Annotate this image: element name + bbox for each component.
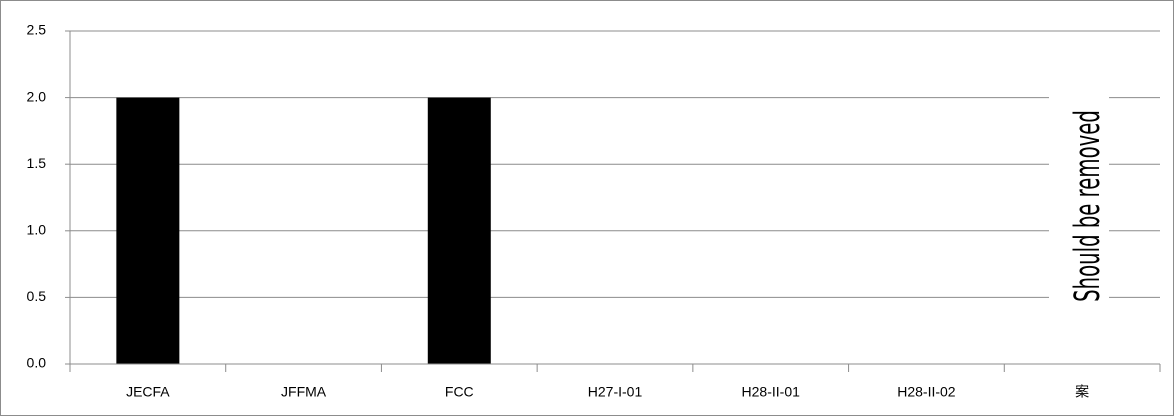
x-axis-ticks: JECFA JFFMA FCC H27-I-01 H28-II-01 H28-II-02 案 — [69, 364, 1161, 400]
y-tick-label: 1.5 — [27, 155, 47, 171]
annotation-should-be-removed: Should be removed — [1067, 110, 1108, 302]
x-tick-label: H28-II-01 — [742, 384, 801, 400]
y-tick-label: 0.0 — [27, 355, 47, 371]
x-tick-label: H27-I-01 — [588, 384, 643, 400]
y-tick-label: 2.5 — [27, 22, 47, 38]
annotation-background — [1049, 81, 1109, 331]
y-tick-label: 1.0 — [27, 222, 47, 238]
x-tick-label: JECFA — [126, 384, 170, 400]
x-tick-label: H28-II-02 — [897, 384, 956, 400]
x-tick-label: JFFMA — [281, 384, 327, 400]
x-tick-label: 案 — [1075, 384, 1089, 400]
bar — [116, 97, 180, 364]
gridlines — [70, 30, 1160, 298]
bars — [116, 97, 491, 364]
x-tick-label: FCC — [445, 384, 474, 400]
bar — [427, 97, 491, 364]
y-tick-label: 2.0 — [27, 88, 47, 104]
y-tick-label: 0.5 — [27, 288, 47, 304]
y-axis-ticks: 0.0 0.5 1.0 1.5 2.0 2.5 — [27, 22, 70, 371]
annotation-group: Should be removed — [1049, 81, 1109, 331]
